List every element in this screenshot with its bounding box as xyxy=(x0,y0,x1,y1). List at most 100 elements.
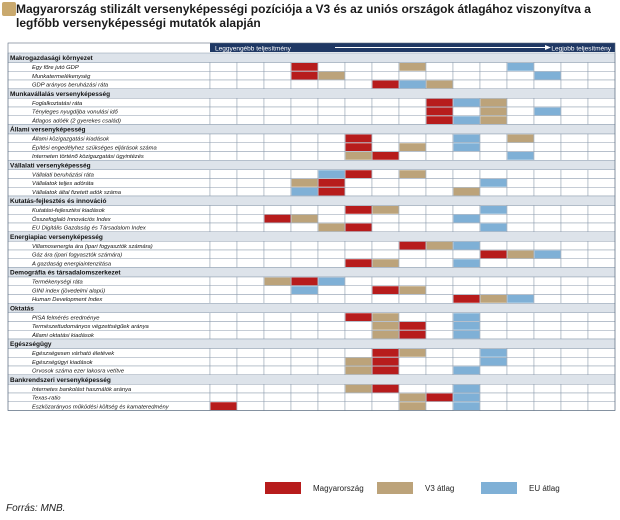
grid-cell xyxy=(209,205,238,215)
legend-swatch-v3 xyxy=(377,482,413,494)
marker-hu xyxy=(372,152,399,160)
grid-cell xyxy=(236,321,265,331)
grid-cell xyxy=(479,79,508,89)
grid-cell xyxy=(344,187,373,197)
grid-cell xyxy=(317,151,346,161)
grid-cell xyxy=(209,115,238,125)
grid-cell xyxy=(371,241,400,251)
grid-cell xyxy=(425,222,454,232)
grid-cell xyxy=(587,62,616,72)
row-label: Természettudományos végzettségűek aránya xyxy=(32,324,150,330)
grid-cell xyxy=(452,79,481,89)
grid-cell xyxy=(371,169,400,179)
grid-cell xyxy=(506,401,535,411)
marker-v3 xyxy=(453,187,480,196)
grid-cell xyxy=(371,133,400,143)
grid-cell xyxy=(236,106,265,116)
marker-hu xyxy=(345,313,372,321)
marker-eu xyxy=(453,384,480,393)
grid-cell xyxy=(425,142,454,152)
grid-cell xyxy=(344,106,373,116)
section-label: Kutatás-fejlesztés és innováció xyxy=(10,198,106,205)
grid-cell xyxy=(236,357,265,367)
grid-cell xyxy=(263,62,292,72)
grid-cell xyxy=(371,187,400,197)
grid-cell xyxy=(290,365,319,375)
grid-cell xyxy=(506,330,535,340)
marker-eu xyxy=(534,250,561,259)
legend-item-hu: Magyarország xyxy=(265,482,364,494)
grid-cell xyxy=(560,151,589,161)
grid-cell xyxy=(425,321,454,331)
grid-cell xyxy=(506,214,535,224)
grid-cell xyxy=(479,133,508,143)
marker-hu xyxy=(372,366,399,375)
grid-cell xyxy=(290,151,319,161)
grid-cell xyxy=(560,222,589,232)
grid-cell xyxy=(587,98,616,108)
row-label: Interneten történő közigazgatási ügyinté… xyxy=(32,154,144,160)
grid-cell xyxy=(587,133,616,143)
grid-cell xyxy=(209,384,238,394)
marker-hu xyxy=(372,286,399,294)
marker-hu xyxy=(345,223,372,232)
grid-cell xyxy=(560,276,589,286)
grid-cell xyxy=(209,62,238,72)
grid-cell xyxy=(209,79,238,89)
grid-cell xyxy=(587,330,616,340)
grid-cell xyxy=(425,348,454,358)
grid-cell xyxy=(236,348,265,358)
grid-cell xyxy=(506,115,535,125)
grid-cell xyxy=(236,365,265,375)
grid-cell xyxy=(560,321,589,331)
grid-cell xyxy=(533,241,562,251)
grid-cell xyxy=(533,115,562,125)
grid-cell xyxy=(479,392,508,402)
grid-cell xyxy=(452,106,481,116)
grid-cell xyxy=(533,285,562,295)
grid-cell xyxy=(560,169,589,179)
grid-cell xyxy=(398,115,427,125)
grid-cell xyxy=(560,392,589,402)
section-header xyxy=(7,160,616,170)
grid-cell xyxy=(371,249,400,259)
grid-cell xyxy=(425,133,454,143)
grid-cell xyxy=(533,142,562,152)
grid-cell xyxy=(317,357,346,367)
grid-cell xyxy=(209,365,238,375)
grid-cell xyxy=(290,258,319,268)
chart-title: Magyarország stilizált versenyképességi … xyxy=(2,2,604,30)
grid-cell xyxy=(506,98,535,108)
row-label: GDP arányos beruházási ráta xyxy=(32,83,109,89)
grid-cell xyxy=(236,187,265,197)
legend-swatch-eu xyxy=(481,482,517,494)
marker-eu xyxy=(534,71,561,80)
grid-cell xyxy=(236,330,265,340)
grid-cell xyxy=(533,205,562,215)
grid-cell xyxy=(317,330,346,340)
grid-cell xyxy=(209,187,238,197)
grid-cell xyxy=(236,214,265,224)
grid-cell xyxy=(263,178,292,188)
grid-cell xyxy=(209,133,238,143)
section-header xyxy=(7,124,616,135)
grid-cell xyxy=(533,222,562,232)
grid-cell xyxy=(425,169,454,179)
marker-hu xyxy=(372,384,399,393)
grid-cell xyxy=(290,249,319,259)
grid-cell xyxy=(560,98,589,108)
grid-cell xyxy=(533,178,562,188)
marker-eu xyxy=(534,107,561,116)
marker-v3 xyxy=(372,206,399,214)
grid-cell xyxy=(290,384,319,394)
grid-cell xyxy=(317,348,346,358)
marker-v3 xyxy=(345,366,372,375)
grid-cell xyxy=(209,321,238,331)
grid-cell xyxy=(371,222,400,232)
grid-cell xyxy=(263,357,292,367)
grid-cell xyxy=(317,401,346,411)
grid-cell xyxy=(236,222,265,232)
grid-cell xyxy=(587,222,616,232)
grid-cell xyxy=(479,285,508,295)
grid-cell xyxy=(344,294,373,304)
